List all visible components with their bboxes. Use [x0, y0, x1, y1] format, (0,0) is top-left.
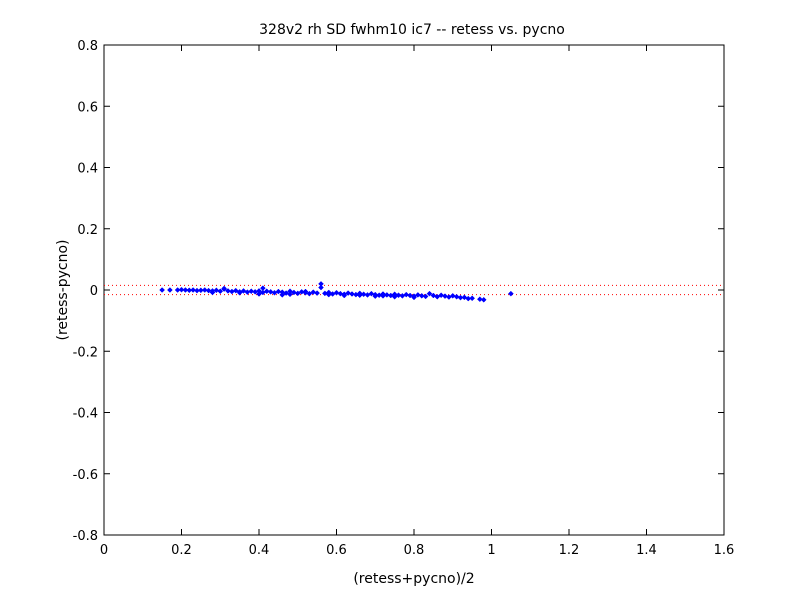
data-point — [333, 289, 340, 296]
x-tick-label: 0.2 — [171, 543, 192, 558]
x-tick-label: 1.4 — [636, 543, 657, 558]
data-point — [407, 292, 413, 299]
y-tick-label: -0.6 — [73, 468, 98, 483]
data-point — [325, 291, 332, 298]
data-point — [201, 287, 208, 293]
data-point — [221, 286, 227, 292]
y-tick-label: 0.8 — [77, 39, 98, 54]
data-point — [434, 293, 441, 300]
y-tick-label: 0.2 — [77, 223, 98, 238]
data-point — [291, 289, 297, 296]
data-point — [236, 289, 243, 296]
data-point — [422, 293, 429, 300]
data-point — [349, 291, 355, 297]
data-point — [178, 286, 185, 293]
y-tick-label: 0.4 — [77, 162, 98, 177]
data-point — [356, 292, 363, 299]
y-axis-ticks: 0.8 0.6 0.4 0.2 0 -0.2 -0.4 -0.6 -0.8 — [73, 39, 724, 544]
data-point — [438, 292, 444, 299]
data-point — [283, 290, 289, 296]
data-point — [240, 288, 247, 294]
data-point — [225, 288, 231, 294]
data-point — [318, 284, 324, 291]
data-point — [368, 290, 375, 297]
x-tick-label: 0.4 — [249, 543, 270, 558]
data-point — [411, 294, 417, 301]
data-point — [260, 285, 266, 292]
data-point — [341, 292, 348, 299]
y-tick-label: -0.4 — [73, 407, 98, 422]
y-tick-label: -0.8 — [73, 529, 98, 544]
data-point — [403, 291, 410, 298]
data-point — [159, 287, 165, 293]
data-point — [426, 290, 433, 297]
data-point — [345, 290, 351, 296]
data-point — [477, 296, 483, 303]
chart-title: 328v2 rh SD fwhm10 ic7 -- retess vs. pyc… — [259, 22, 565, 38]
data-point — [415, 292, 421, 298]
y-tick-label: 0.6 — [77, 100, 98, 115]
data-point — [314, 290, 320, 296]
data-point — [248, 288, 255, 295]
x-tick-label: 0.8 — [404, 543, 425, 558]
data-point — [508, 290, 514, 297]
data-point — [275, 288, 282, 295]
data-point — [360, 291, 367, 298]
data-point — [209, 289, 216, 296]
data-point — [306, 290, 313, 297]
y-tick-label: -0.2 — [73, 345, 98, 360]
x-tick-label: 0.6 — [326, 543, 347, 558]
data-point — [190, 287, 196, 293]
data-point — [263, 288, 270, 295]
data-point — [453, 293, 460, 300]
x-tick-label: 0 — [100, 543, 108, 558]
y-axis-label: (retess-pycno) — [55, 239, 71, 340]
data-point — [449, 292, 456, 299]
data-point — [391, 293, 398, 300]
data-point — [213, 287, 220, 294]
data-point — [287, 291, 293, 298]
data-point — [302, 288, 309, 295]
data-point — [395, 292, 402, 299]
data-point — [294, 290, 301, 297]
data-point — [182, 287, 189, 293]
x-axis-ticks: 0 0.2 0.4 0.6 0.8 1 1.2 1.4 1.6 — [100, 45, 734, 558]
x-tick-label: 1 — [487, 543, 495, 558]
data-point — [380, 292, 386, 299]
data-point — [469, 295, 475, 302]
data-point — [337, 290, 344, 297]
data-point — [418, 292, 425, 299]
y-tick-label: 0 — [90, 284, 98, 299]
data-point — [310, 289, 317, 295]
data-point — [372, 293, 379, 299]
data-points — [159, 281, 514, 303]
data-point — [279, 292, 286, 298]
data-point — [442, 293, 448, 299]
data-point — [167, 287, 173, 293]
data-point — [217, 288, 224, 295]
reference-lines — [104, 284, 724, 296]
x-axis-label: (retess+pycno)/2 — [353, 571, 474, 587]
x-tick-label: 1.2 — [559, 543, 580, 558]
data-point — [430, 292, 437, 299]
data-point — [480, 296, 487, 303]
data-point — [256, 291, 262, 297]
data-point — [205, 287, 212, 294]
data-point — [384, 292, 390, 298]
data-point — [267, 288, 274, 295]
x-tick-label: 1.6 — [714, 543, 735, 558]
